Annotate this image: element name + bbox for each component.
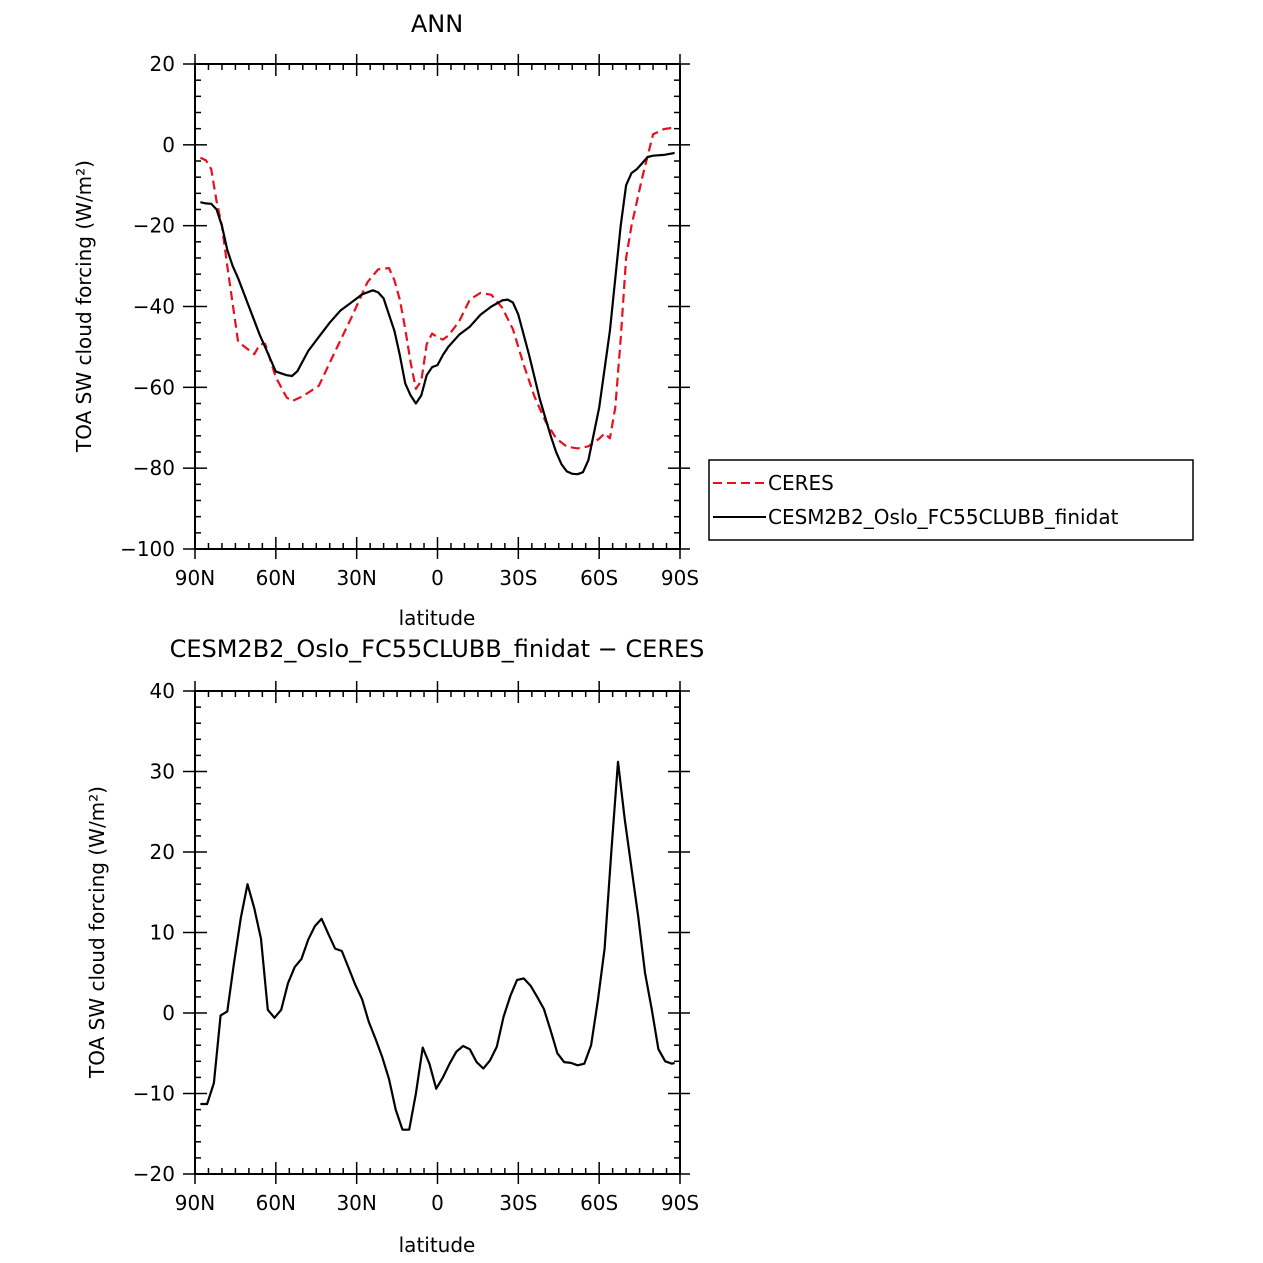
bottom-panel-x-tick-label: 90S	[661, 1191, 699, 1215]
bottom-panel-y-tick-label: 40	[150, 679, 175, 703]
top-panel-y-tick-label: 0	[162, 133, 175, 157]
bottom-panel-y-tick-label: 0	[162, 1001, 175, 1025]
legend-label-model: CESM2B2_Oslo_FC55CLUBB_finidat	[768, 505, 1119, 529]
bottom-panel-x-tick-label: 90N	[175, 1191, 215, 1215]
bottom-panel-x-tick-label: 30S	[499, 1191, 537, 1215]
top-panel-series-line-1	[200, 151, 675, 476]
bottom-panel-y-tick-label: −20	[133, 1162, 175, 1186]
bottom-panel-y-tick-label: 30	[150, 760, 175, 784]
top-panel-y-tick-labels: −100 −80 −60 −40 −20 0 20	[120, 52, 175, 561]
bottom-panel-y-tick-labels: −20 −10 0 10 20 30 40	[133, 679, 175, 1186]
bottom-panel-x-tick-label: 0	[431, 1191, 444, 1215]
top-panel-x-tick-label: 90S	[661, 566, 699, 590]
top-panel-y-tick-label: −40	[133, 295, 175, 319]
top-panel-y-tick-label: −20	[133, 214, 175, 238]
bottom-panel: CESM2B2_Oslo_FC55CLUBB_finidat − CERES 9…	[85, 635, 704, 1257]
top-panel-y-axis-label: TOA SW cloud forcing (W/m²)	[72, 160, 96, 453]
top-panel-x-tick-label: 30S	[499, 566, 537, 590]
bottom-panel-x-tick-label: 60S	[580, 1191, 618, 1215]
top-panel-x-axis-label: latitude	[399, 606, 476, 630]
legend-box	[708, 459, 1194, 541]
top-panel-x-tick-labels: 90N 60N 30N 0 30S 60S 90S	[175, 566, 699, 590]
top-panel-y-tick-label: −100	[120, 537, 175, 561]
bottom-panel-series-lines	[200, 760, 675, 1131]
bottom-panel-x-tick-label: 30N	[336, 1191, 376, 1215]
top-panel-y-tick-label: −60	[133, 375, 175, 399]
bottom-panel-y-axis-label: TOA SW cloud forcing (W/m²)	[85, 786, 109, 1079]
top-panel-x-tick-label: 90N	[175, 566, 215, 590]
top-panel-y-tick-label: −80	[133, 456, 175, 480]
bottom-panel-plot-frame	[194, 690, 681, 1175]
top-panel-y-tick-label: 20	[150, 52, 175, 76]
top-panel-title: ANN	[411, 10, 463, 38]
bottom-panel-series-line-0	[200, 760, 675, 1131]
top-panel-x-tick-label: 30N	[336, 566, 376, 590]
bottom-panel-y-tick-label: −10	[133, 1082, 175, 1106]
top-panel-x-tick-label: 60S	[580, 566, 618, 590]
bottom-panel-y-tick-label: 10	[150, 921, 175, 945]
top-panel-x-tick-label: 60N	[256, 566, 296, 590]
legend-label-ceres: CERES	[768, 471, 834, 495]
top-panel-series-line-0	[199, 126, 675, 450]
top-panel-x-tick-label: 0	[431, 566, 444, 590]
top-panel: ANN 90N 60N 30N 0 30S 60S 90S −100 −80 −60 −40 −20…	[72, 10, 699, 630]
bottom-panel-title: CESM2B2_Oslo_FC55CLUBB_finidat − CERES	[170, 635, 705, 663]
bottom-panel-x-tick-label: 60N	[256, 1191, 296, 1215]
top-panel-ticks	[183, 54, 690, 559]
bottom-panel-x-tick-labels: 90N 60N 30N 0 30S 60S 90S	[175, 1191, 699, 1215]
legend: CERES CESM2B2_Oslo_FC55CLUBB_finidat	[708, 459, 1194, 541]
top-panel-plot-frame	[194, 63, 681, 550]
bottom-panel-ticks	[183, 681, 690, 1184]
bottom-panel-y-tick-label: 20	[150, 840, 175, 864]
top-panel-series-lines	[199, 126, 675, 476]
bottom-panel-x-axis-label: latitude	[399, 1233, 476, 1257]
